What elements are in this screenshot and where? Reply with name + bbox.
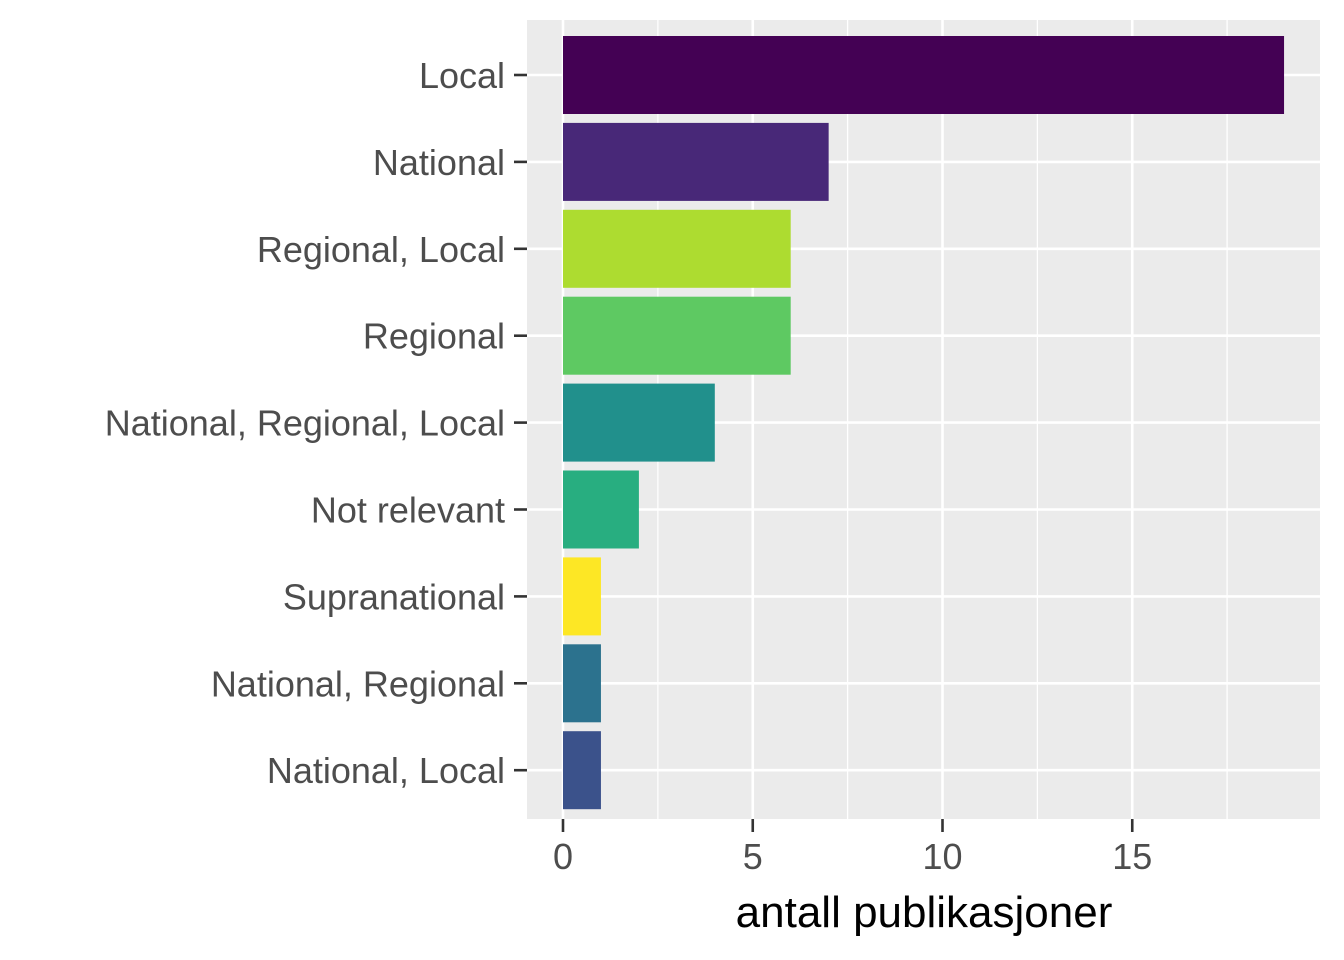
y-tick-label: Not relevant bbox=[311, 490, 505, 531]
y-axis: Local National Regional, Local Regional Nati… bbox=[105, 55, 527, 791]
bar bbox=[563, 557, 601, 636]
bar bbox=[563, 470, 639, 549]
x-tick-label: 10 bbox=[922, 836, 962, 877]
x-axis: 0 5 10 15 bbox=[553, 819, 1152, 877]
y-tick-label: National, Local bbox=[267, 750, 505, 791]
bar bbox=[563, 296, 791, 375]
y-tick-label: Regional bbox=[363, 316, 505, 357]
bar bbox=[563, 36, 1285, 114]
bar bbox=[563, 122, 829, 201]
x-tick-label: 5 bbox=[743, 836, 763, 877]
y-tick-label: National, Regional bbox=[211, 663, 505, 704]
bar bbox=[563, 383, 715, 462]
bar bbox=[563, 209, 791, 288]
x-tick-label: 15 bbox=[1112, 836, 1152, 877]
y-tick-label: Regional, Local bbox=[257, 229, 505, 270]
y-tick-label: National, Regional, Local bbox=[105, 403, 505, 444]
bars bbox=[563, 36, 1285, 810]
bar bbox=[563, 731, 601, 810]
y-tick-label: Supranational bbox=[283, 576, 505, 617]
bar bbox=[563, 644, 601, 723]
y-tick-label: National bbox=[373, 142, 505, 183]
y-tick-label: Local bbox=[419, 55, 505, 96]
x-tick-label: 0 bbox=[553, 836, 573, 877]
x-axis-title: antall publikasjoner bbox=[736, 888, 1113, 937]
